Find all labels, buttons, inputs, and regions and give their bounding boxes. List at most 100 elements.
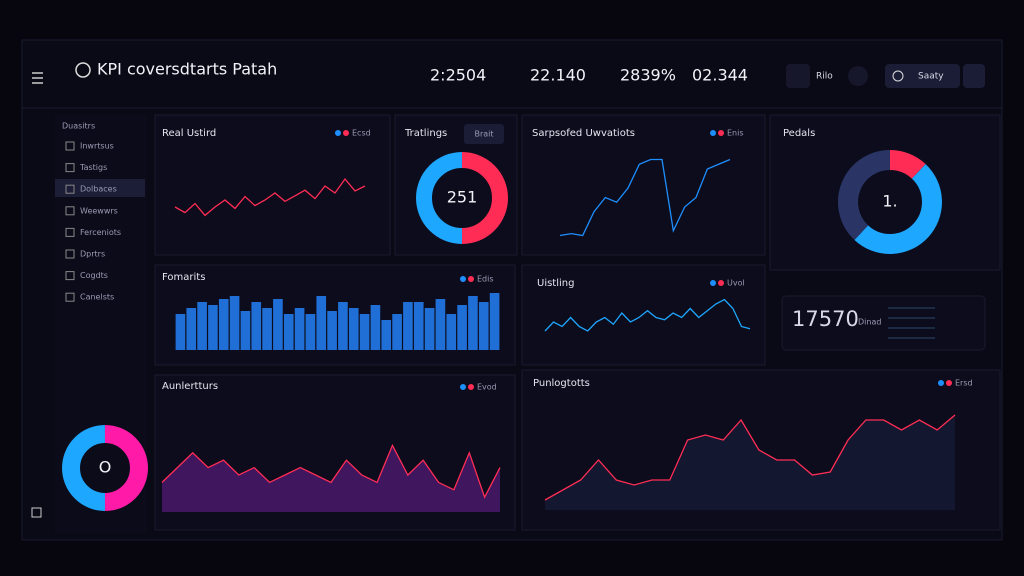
legend-dot: [468, 384, 474, 390]
button[interactable]: [885, 64, 960, 88]
sidebar-icon: [65, 163, 75, 173]
bar: [305, 314, 316, 350]
area: [545, 415, 955, 510]
sidebar-icon: [65, 249, 75, 259]
bar: [186, 308, 197, 350]
panel-button[interactable]: [464, 124, 504, 144]
legend-label: Edis: [477, 275, 494, 284]
legend-dot: [343, 130, 349, 136]
donut-center: O: [99, 458, 112, 477]
sidebar-item[interactable]: Inwrtsus: [80, 142, 114, 151]
sidebar-section: Duasitrs: [62, 122, 95, 131]
panel-button-label[interactable]: Brait: [474, 130, 493, 139]
chart-title: Pedals: [783, 128, 815, 139]
legend-dot: [718, 130, 724, 136]
page-title: KPI coversdtarts Patah: [97, 60, 277, 79]
line: [544, 414, 956, 501]
bar: [262, 308, 272, 350]
bar: [240, 311, 251, 350]
panel: [521, 264, 766, 366]
icon-button[interactable]: [848, 66, 868, 86]
sidebar-item[interactable]: Cogdts: [80, 271, 108, 280]
legend-dot: [718, 280, 724, 286]
panel: [521, 114, 766, 256]
bar: [392, 314, 402, 350]
next-button[interactable]: [963, 64, 985, 88]
sidebar-item[interactable]: Dprtrs: [80, 250, 105, 259]
button-icon: [892, 70, 904, 82]
stat-card: [781, 295, 986, 351]
bar: [197, 302, 207, 350]
settings-icon[interactable]: [31, 507, 42, 518]
bar: [359, 314, 370, 350]
bar: [403, 302, 413, 350]
kpi-value: 2839%: [620, 66, 676, 85]
kpi-value: 22.140: [530, 66, 586, 85]
donut-segment: [461, 152, 509, 244]
donut-segment: [889, 150, 926, 180]
button-label[interactable]: Rilo: [816, 72, 833, 82]
bar: [370, 305, 381, 350]
donut-segment: [838, 150, 891, 240]
donut-center: 1.: [882, 192, 897, 211]
button-label[interactable]: Saaty: [918, 72, 944, 82]
legend-dot: [710, 280, 716, 286]
legend-dot: [938, 380, 944, 386]
bar: [316, 296, 327, 350]
donut-segment: [415, 152, 463, 244]
bar: [381, 320, 392, 350]
bar: [208, 305, 218, 350]
legend-dot: [460, 384, 466, 390]
sidebar-item[interactable]: Dolbaces: [80, 185, 117, 194]
legend-label: Enis: [727, 129, 744, 138]
legend-label: Ersd: [955, 379, 973, 388]
bar: [294, 308, 305, 350]
line: [544, 298, 751, 332]
chart-title: Tratlings: [404, 128, 447, 139]
chart-title: Fomarits: [162, 272, 205, 283]
bar: [338, 302, 348, 350]
legend-dot: [946, 380, 952, 386]
legend-label: Ecsd: [352, 129, 371, 138]
chart-title: Aunlertturs: [162, 381, 218, 392]
line: [174, 177, 366, 217]
sidebar-icon: [65, 292, 75, 302]
bar: [435, 299, 446, 350]
bar: [251, 302, 262, 350]
donut-segment: [104, 425, 148, 511]
legend-label: Evod: [477, 383, 497, 392]
sidebar-selected: [55, 179, 145, 197]
line: [559, 158, 731, 237]
kpi-value: 02.344: [692, 66, 748, 85]
sidebar-item[interactable]: Canelsts: [80, 293, 114, 302]
sidebar-item[interactable]: Weewwrs: [80, 206, 118, 215]
sidebar-icon: [65, 271, 75, 281]
donut-segment: [854, 164, 942, 254]
bar: [424, 308, 435, 350]
sidebar-item[interactable]: Tastigs: [79, 163, 107, 172]
legend-dot: [468, 276, 474, 282]
bar: [446, 314, 457, 350]
chart-title: Real Ustird: [162, 128, 216, 139]
donut-center: 251: [447, 188, 478, 207]
kpi-value: 2:2504: [430, 66, 486, 85]
sidebar-item[interactable]: Ferceniots: [80, 228, 121, 237]
stat-label: Dinad: [858, 318, 881, 327]
bar: [457, 305, 467, 350]
bar: [478, 302, 489, 350]
sidebar-icon: [65, 206, 75, 216]
bar: [229, 296, 240, 350]
menu-icon[interactable]: [32, 72, 43, 84]
bar: [327, 311, 337, 350]
chart-title: Punlogtotts: [533, 378, 590, 389]
sidebar-icon: [65, 184, 75, 194]
donut-segment: [62, 425, 106, 511]
icon-button[interactable]: [786, 64, 810, 88]
bar: [283, 314, 294, 350]
bar: [413, 302, 424, 350]
line: [161, 443, 501, 499]
bar: [468, 296, 478, 350]
legend-dot: [710, 130, 716, 136]
chart-title: Uistling: [537, 278, 574, 289]
area: [162, 445, 500, 512]
